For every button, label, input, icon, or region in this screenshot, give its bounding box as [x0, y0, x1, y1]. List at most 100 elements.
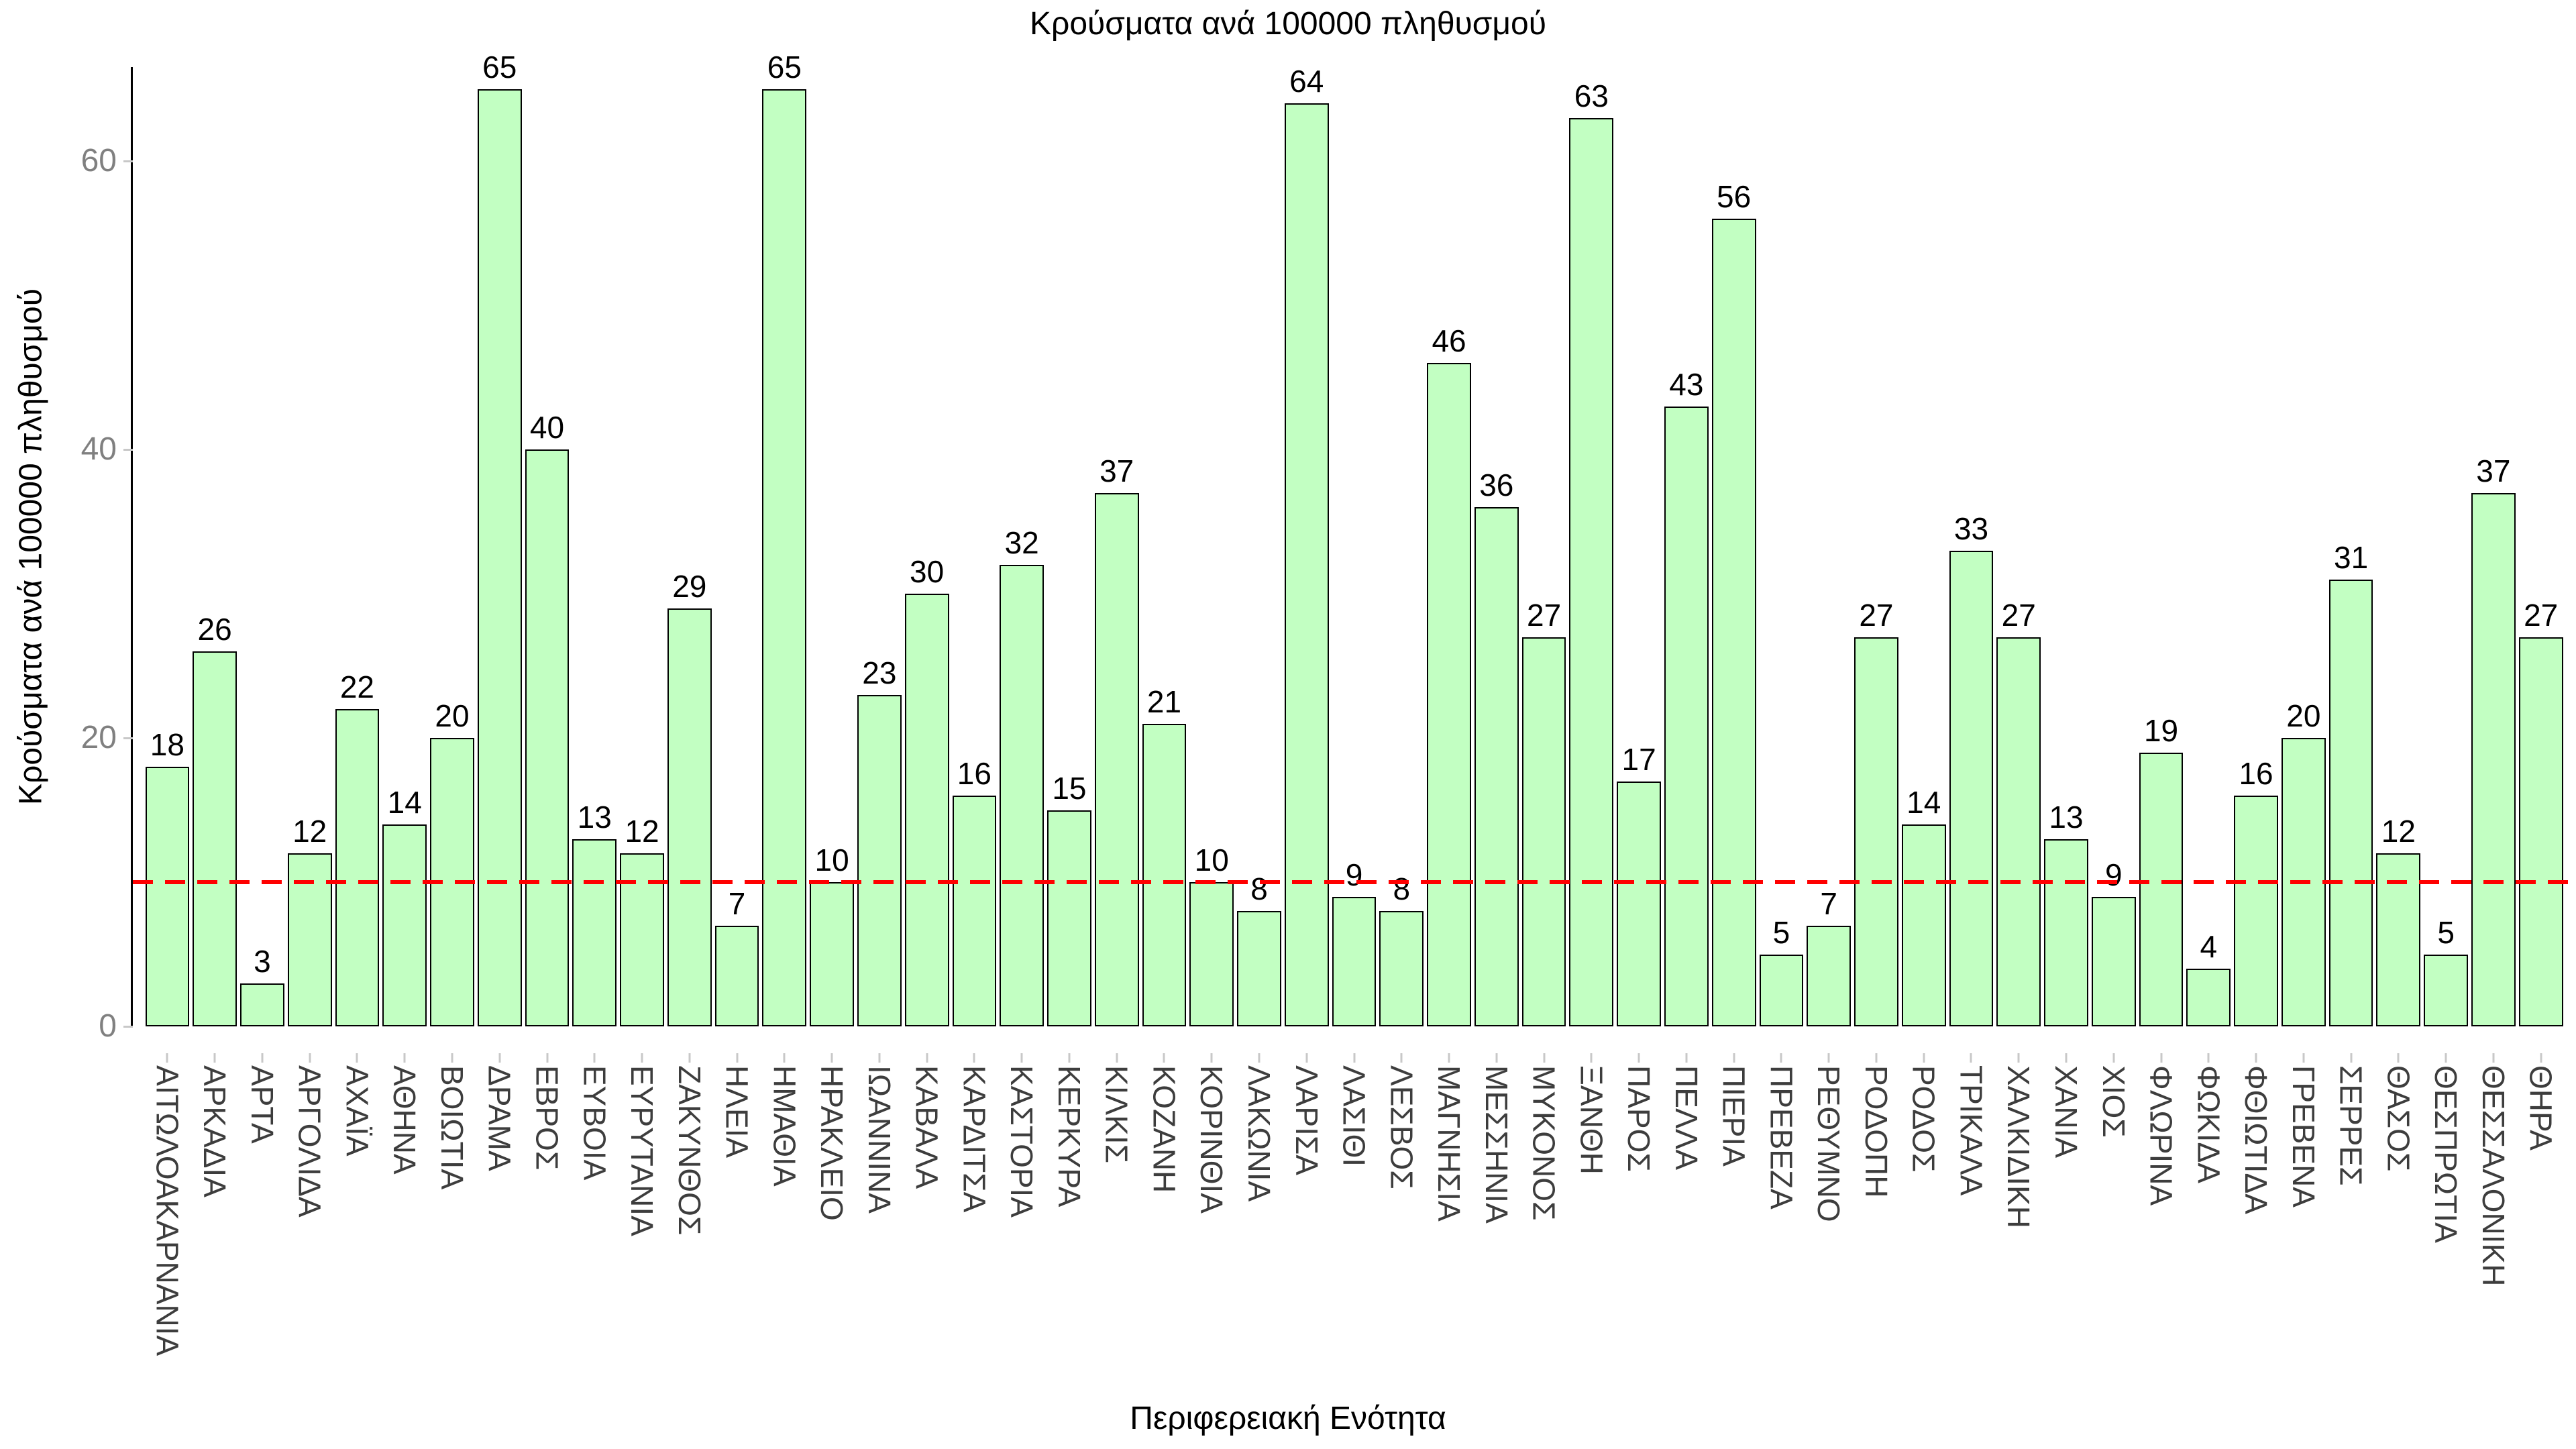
- bar-value-label: 3: [254, 943, 271, 979]
- x-tick-mark: [2540, 1053, 2542, 1063]
- bar-value-label: 64: [1289, 64, 1324, 99]
- x-tick-label: ΛΕΣΒΟΣ: [1384, 1065, 1419, 1189]
- bar: [2234, 796, 2278, 1026]
- bar-slot: 9 ΧΙΟΣ: [2091, 67, 2136, 1138]
- bar-slot: 33 ΤΡΙΚΑΛΑ: [1949, 67, 1994, 1195]
- bar-slot: 27 ΘΗΡΑ: [2518, 67, 2563, 1150]
- x-tick-label: ΧΑΛΚΙΔΙΚΗ: [2001, 1065, 2037, 1228]
- bar-value-label: 36: [1479, 468, 1514, 502]
- x-tick-label: ΦΩΚΙΔΑ: [2191, 1065, 2226, 1183]
- x-tick-mark: [1685, 1053, 1688, 1063]
- x-tick-mark: [2255, 1053, 2257, 1063]
- bar-value-label: 29: [672, 568, 707, 604]
- x-tick-mark: [1970, 1053, 1972, 1063]
- bar-value-label: 14: [387, 785, 422, 820]
- bar: [1617, 781, 1661, 1026]
- bar-value-label: 65: [767, 49, 802, 85]
- x-tick-label: ΙΩΑΝΝΙΝΑ: [861, 1065, 897, 1214]
- y-tick: 20: [81, 719, 133, 757]
- x-tick-mark: [2207, 1053, 2210, 1063]
- x-tick-label: ΜΑΓΝΗΣΙΑ: [1432, 1065, 1467, 1222]
- bar: [335, 709, 380, 1026]
- chart-title: Κρούσματα ανά 100000 πληθυσμού: [1030, 6, 1546, 42]
- bar-slot: 29 ΖΑΚΥΝΘΟΣ: [667, 67, 712, 1235]
- bar-slot: 9 ΛΑΣΙΘΙ: [1332, 67, 1377, 1167]
- x-tick-label: ΠΑΡΟΣ: [1621, 1065, 1657, 1172]
- bar-value-label: 20: [2286, 698, 2321, 733]
- bar: [762, 89, 807, 1026]
- x-tick-label: ΠΡΕΒΕΖΑ: [1764, 1065, 1799, 1210]
- x-tick-mark: [1305, 1053, 1308, 1063]
- bar-value-label: 9: [2104, 857, 2123, 892]
- bar-slot: 5 ΘΕΣΠΡΩΤΙΑ: [2424, 67, 2469, 1243]
- x-tick-mark: [1638, 1053, 1640, 1063]
- x-tick-label: ΚΑΣΤΟΡΙΑ: [1004, 1065, 1040, 1218]
- x-tick-mark: [166, 1053, 168, 1063]
- x-tick-mark: [261, 1053, 264, 1063]
- x-tick-label: ΘΗΡΑ: [2523, 1065, 2559, 1150]
- bar: [2471, 492, 2516, 1026]
- x-tick-label: ΗΡΑΚΛΕΙΟ: [814, 1065, 850, 1221]
- bar-slot: 7 ΗΛΕΙΑ: [714, 67, 759, 1158]
- x-tick-label: ΚΟΡΙΝΘΙΑ: [1194, 1065, 1230, 1214]
- bar-value-label: 13: [577, 799, 612, 835]
- bar: [1332, 896, 1377, 1026]
- y-tick-mark: [123, 737, 133, 739]
- bar: [145, 767, 190, 1026]
- bar-slot: 27 ΡΟΔΟΠΗ: [1854, 67, 1898, 1197]
- bar-slot: 8 ΛΑΚΩΝΙΑ: [1237, 67, 1281, 1201]
- x-tick-label: ΜΥΚΟΝΟΣ: [1526, 1065, 1562, 1221]
- bar-value-label: 56: [1717, 179, 1752, 214]
- x-tick-mark: [1400, 1053, 1403, 1063]
- bar: [1854, 637, 1898, 1026]
- x-tick-mark: [783, 1053, 786, 1063]
- x-tick-label: ΑΡΚΑΔΙΑ: [197, 1065, 233, 1197]
- x-tick-label: ΤΡΙΚΑΛΑ: [1953, 1065, 1989, 1196]
- bar-value-label: 4: [2200, 929, 2218, 964]
- bar-slot: 8 ΛΕΣΒΟΣ: [1379, 67, 1424, 1189]
- x-tick-mark: [451, 1053, 453, 1063]
- x-tick-mark: [641, 1053, 643, 1063]
- bar: [1000, 565, 1044, 1026]
- bar-slot: 16 ΦΘΙΩΤΙΔΑ: [2234, 67, 2278, 1214]
- bar-value-label: 26: [197, 612, 232, 647]
- bar-slot: 40 ΕΒΡΟΣ: [525, 67, 570, 1170]
- bar-slot: 17 ΠΑΡΟΣ: [1617, 67, 1661, 1172]
- bar-value-label: 12: [292, 814, 327, 849]
- bar-value-label: 7: [728, 885, 746, 921]
- bar-value-label: 43: [1669, 366, 1704, 402]
- bar-slot: 13 ΕΥΒΟΙΑ: [572, 67, 617, 1180]
- bar-value-label: 13: [2049, 799, 2084, 835]
- bar: [1284, 103, 1329, 1026]
- x-tick-mark: [1733, 1053, 1735, 1063]
- bar: [572, 839, 617, 1026]
- bar-slot: 26 ΑΡΚΑΔΙΑ: [193, 67, 237, 1197]
- bar: [1094, 492, 1139, 1026]
- x-tick-label: ΕΥΡΥΤΑΝΙΑ: [625, 1065, 660, 1236]
- x-tick-label: ΘΑΣΟΣ: [2381, 1065, 2416, 1172]
- bar-slot: 27 ΧΑΛΚΙΔΙΚΗ: [1996, 67, 2041, 1228]
- bar-value-label: 17: [1621, 741, 1656, 777]
- y-tick-mark: [123, 160, 133, 162]
- x-tick-label: ΘΕΣΠΡΩΤΙΑ: [2428, 1065, 2464, 1243]
- x-tick-mark: [1780, 1053, 1782, 1063]
- plot-area: 18 ΑΙΤΩΛΟΑΚΑΡΝΑΝΙΑ 26 ΑΡΚΑΔΙΑ 3 ΑΡΤΑ 12 …: [81, 52, 2571, 1356]
- x-tick-label: ΞΑΝΘΗ: [1574, 1065, 1609, 1175]
- bar: [952, 796, 997, 1026]
- bar-value-label: 19: [2143, 712, 2179, 748]
- bar-value-label: 37: [2476, 453, 2511, 488]
- bar: [382, 824, 427, 1026]
- bar: [810, 882, 854, 1026]
- bar-slot: 65 ΗΜΑΘΙΑ: [762, 52, 807, 1187]
- x-tick-label: ΚΙΛΚΙΣ: [1099, 1065, 1134, 1164]
- x-tick-mark: [403, 1053, 406, 1063]
- x-tick-label: ΣΕΡΡΕΣ: [2333, 1065, 2369, 1186]
- bar: [1807, 925, 1851, 1026]
- x-tick-label: ΧΙΟΣ: [2096, 1065, 2131, 1138]
- bar-value-label: 8: [1250, 871, 1268, 906]
- y-tick-label: 40: [80, 431, 117, 467]
- bar-slot: 14 ΡΟΔΟΣ: [1901, 67, 1946, 1172]
- bar: [667, 608, 712, 1026]
- bar-value-label: 7: [1820, 885, 1837, 921]
- bar-slot: 46 ΜΑΓΝΗΣΙΑ: [1427, 67, 1471, 1222]
